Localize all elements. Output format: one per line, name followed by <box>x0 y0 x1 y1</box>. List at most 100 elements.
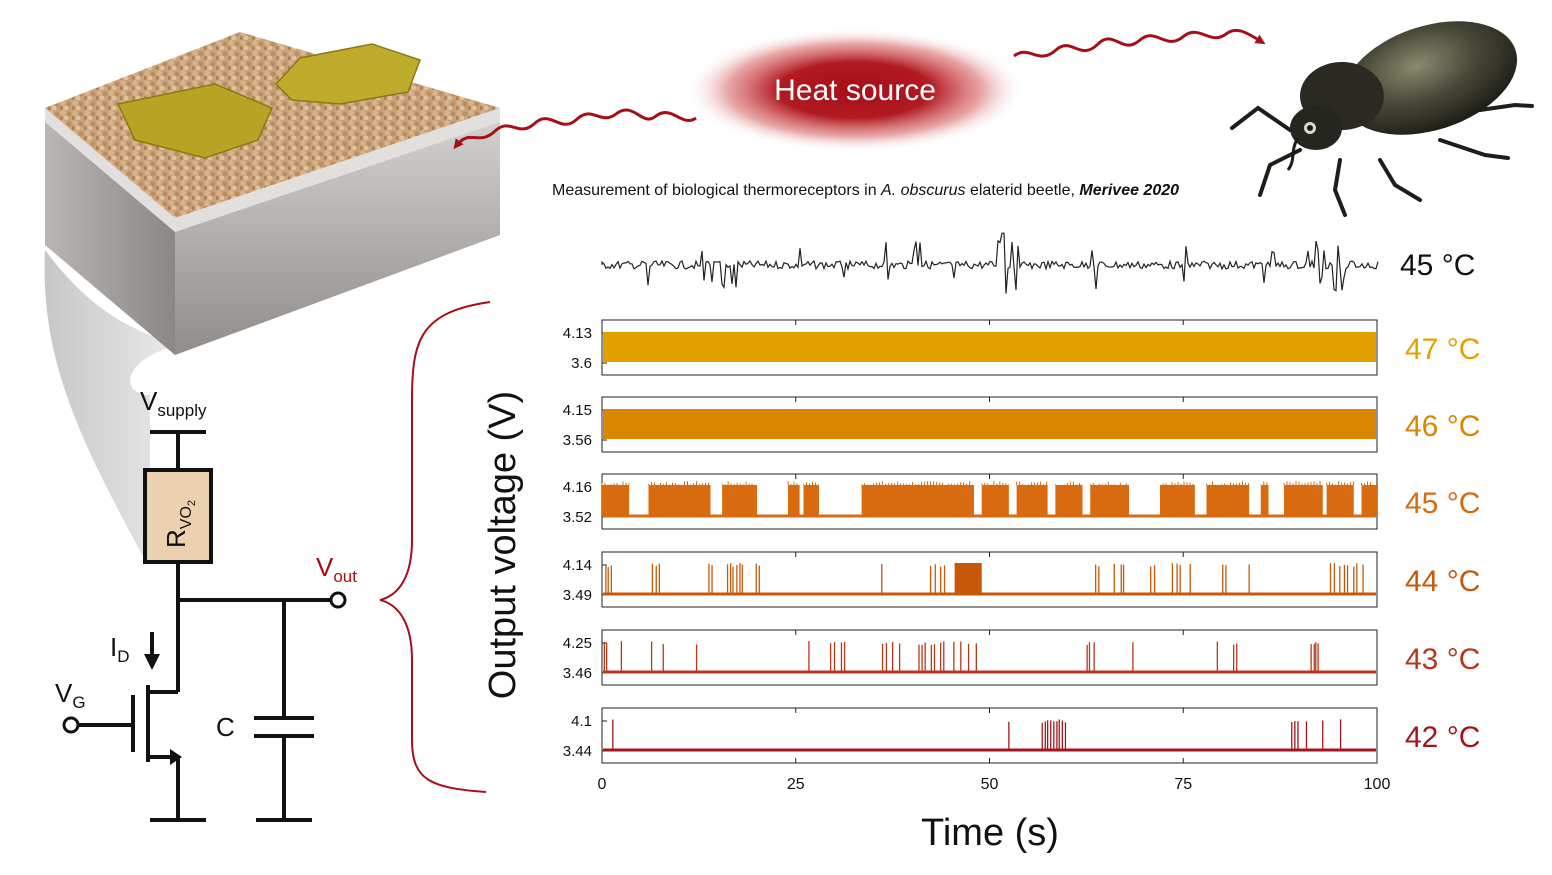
y-tick-max: 4.1 <box>571 713 592 730</box>
oscillation-band <box>603 409 1376 439</box>
resistor-label: RVO2 <box>161 500 198 548</box>
burst-block <box>1160 485 1195 516</box>
burst-block <box>722 485 757 516</box>
output-voltage-chart: Output voltage (V) Time (s) 4.13 3.6 47 °C… <box>482 319 1480 854</box>
heat-wave-to-device <box>453 108 697 150</box>
y-tick-max: 4.15 <box>563 402 592 419</box>
bio-trace-temperature: 45 °C <box>1400 249 1475 282</box>
voltage-panel: 4.16 3.52 45 °C <box>563 473 1480 530</box>
vo2-device-illustration <box>44 32 500 560</box>
burst-edge <box>1159 481 1194 485</box>
burst-edge <box>861 481 971 485</box>
voltage-panel: 4.25 3.46 43 °C <box>563 629 1480 686</box>
y-axis-label: Output voltage (V) <box>482 391 524 699</box>
vg-label: VG <box>55 678 86 712</box>
burst-edge <box>1283 481 1321 485</box>
vout-label: Vout <box>316 552 357 586</box>
voltage-panels: 4.133.6 47 °C4.153.56 46 °C4.163.52 45 °C4.… <box>563 319 1480 764</box>
burst-edge <box>721 481 756 485</box>
voltage-panel: 4.13 3.6 47 °C <box>563 319 1480 376</box>
voltage-panel: 4.15 3.56 46 °C <box>563 396 1480 453</box>
heat-source-glow <box>685 28 1025 152</box>
capacitor-label: C <box>216 712 235 742</box>
caption-middle: elaterid beetle, <box>966 182 1080 199</box>
panel-temperature-label: 42 °C <box>1405 721 1480 754</box>
y-tick-min: 3.46 <box>563 665 592 682</box>
burst-edge <box>1206 481 1249 485</box>
burst-block <box>1284 485 1323 516</box>
gold-electrode-left <box>116 83 273 159</box>
panel-temperature-label: 47 °C <box>1405 333 1480 366</box>
burst-block <box>803 485 819 516</box>
vsupply-label: Vsupply <box>140 386 207 420</box>
gold-electrode-right <box>274 43 421 105</box>
y-tick-max: 4.25 <box>563 635 592 652</box>
burst-block <box>1361 485 1377 516</box>
burst-edge <box>981 481 1010 485</box>
burst-block <box>1260 485 1269 516</box>
caption-prefix: Measurement of biological thermoreceptor… <box>552 182 881 199</box>
caption-species: A. obscurus <box>880 182 965 199</box>
burst-block <box>788 485 800 516</box>
voltage-panel: 4.14 3.49 44 °C <box>563 551 1480 608</box>
burst-block <box>1326 485 1354 516</box>
burst-edge <box>787 481 798 485</box>
caption-citation: Merivee 2020 <box>1079 182 1179 199</box>
x-tick-label: 75 <box>1174 776 1192 793</box>
x-tick-label: 50 <box>981 776 999 793</box>
panel-temperature-label: 44 °C <box>1405 565 1480 598</box>
burst-edge <box>1089 481 1127 485</box>
vg-terminal <box>62 716 80 734</box>
panel-frame <box>601 707 1378 764</box>
y-tick-min: 3.44 <box>563 743 592 760</box>
x-tick-label: 0 <box>598 776 607 793</box>
y-tick-min: 3.52 <box>563 509 592 526</box>
device-front-face <box>45 120 175 355</box>
burst-block <box>1090 485 1129 516</box>
x-axis: 0 25 50 75 100 <box>598 758 1391 793</box>
burst-block <box>981 485 1009 516</box>
burst-edge <box>648 481 709 485</box>
circuit-schematic <box>62 430 347 822</box>
burst-edge <box>1016 481 1048 485</box>
measurement-caption: Measurement of biological thermoreceptor… <box>552 182 1179 199</box>
heat-source-label: Heat source <box>774 74 936 107</box>
device-side-face <box>175 120 500 355</box>
vout-terminal <box>329 591 347 609</box>
burst-block <box>954 563 982 594</box>
panel-frame <box>601 551 1378 608</box>
y-tick-max: 4.13 <box>563 325 592 342</box>
burst-edge <box>1260 481 1268 485</box>
bio-trace: 45 °C <box>601 232 1475 294</box>
burst-block <box>1016 485 1048 516</box>
y-tick-min: 3.6 <box>571 355 592 372</box>
burst-block <box>602 485 630 516</box>
voltage-panel: 4.1 3.44 42 °C <box>563 707 1480 764</box>
burst-edge <box>1361 481 1377 485</box>
burst-edge <box>1054 481 1083 485</box>
y-tick-max: 4.16 <box>563 479 592 496</box>
heat-wave-to-beetle <box>1013 28 1266 58</box>
y-tick-min: 3.56 <box>563 432 592 449</box>
x-tick-label: 25 <box>787 776 805 793</box>
burst-block <box>1206 485 1250 516</box>
id-label: ID <box>110 632 130 666</box>
curly-brace <box>379 301 491 793</box>
burst-edge <box>803 482 819 485</box>
y-tick-min: 3.49 <box>563 587 592 604</box>
drain-current-arrowhead <box>144 654 160 670</box>
panel-frame <box>601 629 1378 686</box>
circuit-labels: Vsupply RVO2 Vout ID VG C <box>55 386 357 742</box>
beetle-abdomen <box>1342 21 1518 135</box>
oscillation-band <box>603 332 1376 362</box>
panel-temperature-label: 45 °C <box>1405 487 1480 520</box>
beetle-illustration <box>1230 21 1534 217</box>
y-tick-max: 4.14 <box>563 557 592 574</box>
x-tick-label: 100 <box>1364 776 1391 793</box>
x-axis-label: Time (s) <box>921 812 1059 854</box>
burst-block <box>648 485 711 516</box>
bio-trace-signal <box>601 232 1379 294</box>
burst-edge <box>1326 481 1355 485</box>
burst-edge <box>601 481 630 485</box>
